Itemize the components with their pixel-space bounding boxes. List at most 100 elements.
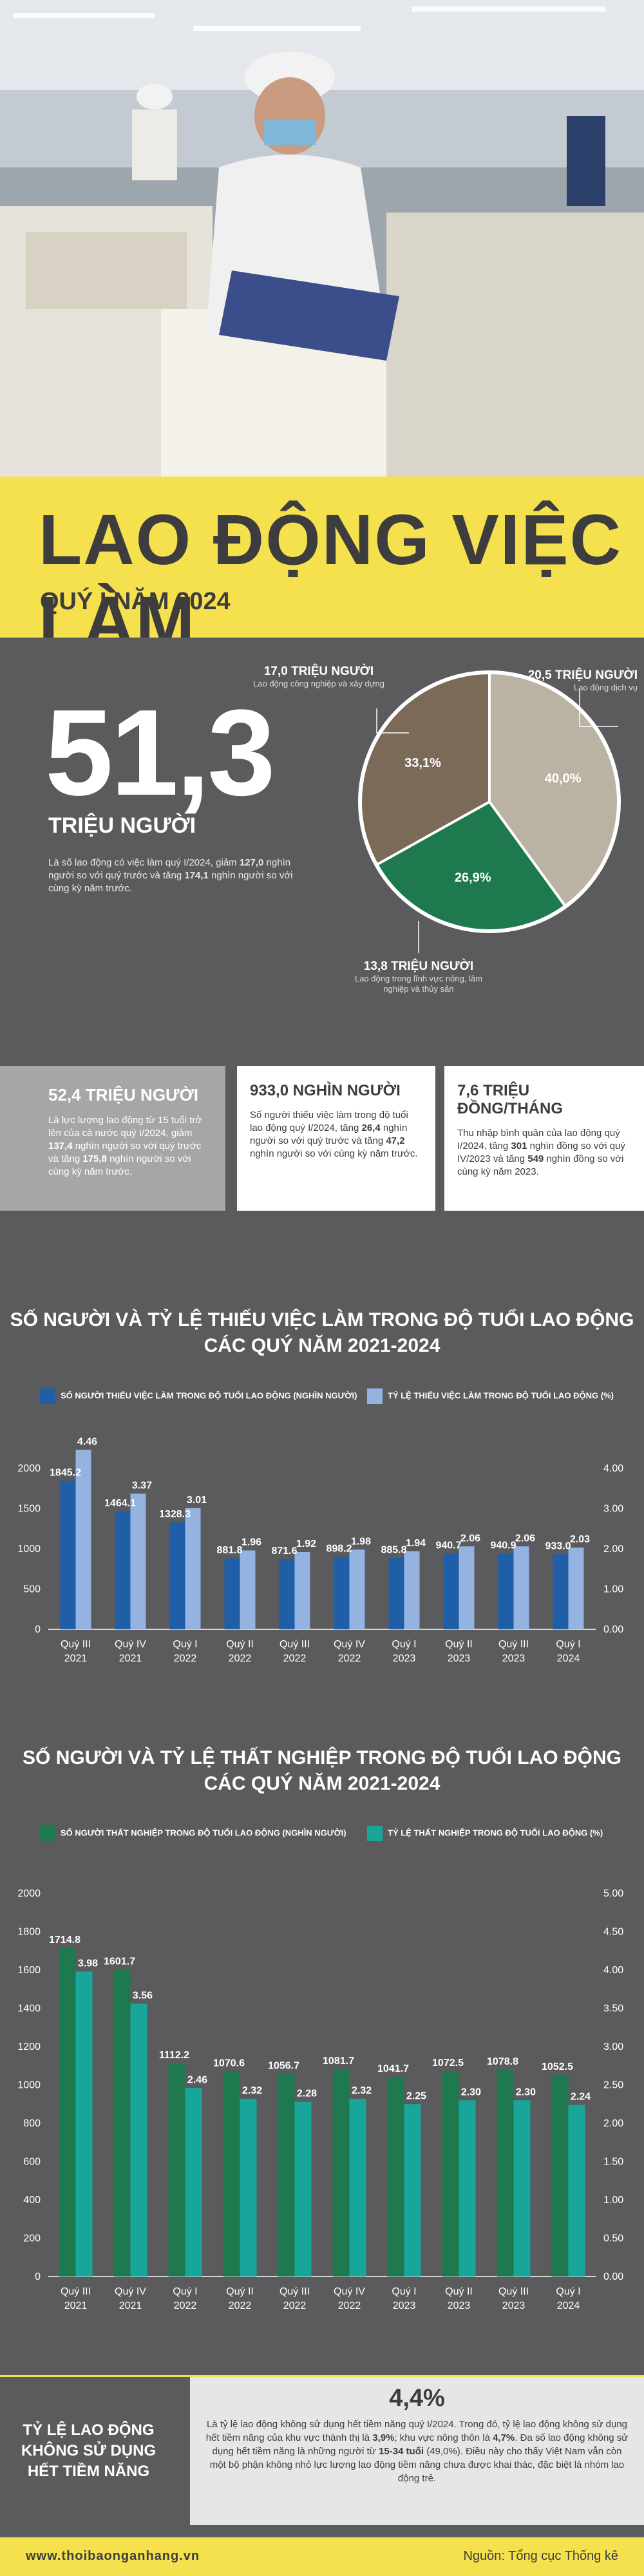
pie-pct-label: 33,1% [404,756,441,770]
card-text-part: nghìn người so với cùng kỳ năm trước. [250,1148,418,1159]
card-bold-part: 137,4 [48,1141,73,1151]
bar-count-label: 1070.6 [213,2058,245,2069]
bar-rate-label: 2.03 [570,1534,590,1545]
card-income-text: Thu nhập bình quân của lao động quý I/20… [457,1127,631,1179]
divider [0,2375,644,2377]
bar-rate [130,2003,147,2277]
bar-count-label: 898.2 [326,1544,352,1555]
x-tick-label: 2023 [448,2300,471,2311]
bar-rate [349,2098,366,2277]
bar-rate-label: 2.06 [460,1533,480,1544]
y-left-tick: 1500 [17,1504,41,1515]
bar-count [278,2074,295,2277]
bar-rate-label: 2.32 [352,2085,372,2096]
card-labor-force-title: 52,4 TRIỆU NGƯỜI [48,1085,199,1104]
page-subtitle: QUÝ I NĂM 2024 [40,588,231,615]
bar-count-label: 933.0 [545,1540,571,1551]
card-bold-part: 47,2 [386,1135,405,1146]
x-tick-label: Quý IV [334,1639,365,1650]
bar-count [169,1522,185,1629]
desc-bold-2: 174,1 [184,870,209,881]
legend-swatch [40,1826,55,1841]
x-tick-label: 2022 [338,1653,361,1664]
card-text-part: Thu nhập bình quân của lao động quý I/20… [457,1128,620,1151]
desc-bold-1: 127,0 [239,857,264,868]
bar-count-label: 871.6 [271,1546,297,1557]
pie-pct-label: 40,0% [545,772,582,786]
x-tick-label: Quý II [226,1639,254,1650]
y-right-tick: 0.50 [603,2233,623,2244]
x-tick-label: Quý IV [115,2286,146,2297]
pie-pct-label: 26,9% [455,871,491,885]
legend-swatch [367,1388,383,1404]
bar-rate-label: 1.94 [406,1538,426,1549]
x-tick-label: 2023 [502,1653,526,1664]
y-right-tick: 4.00 [603,1463,623,1474]
card-labor-force: 52,4 TRIỆU NGƯỜI Là lực lượng lao động t… [0,1066,225,1211]
employed-count-unit: TRIỆU NGƯỜI [48,813,196,838]
bar-count [115,1511,131,1629]
bar-rate-label: 3.98 [78,1958,98,1969]
employed-description: Là số lao động có việc làm quý I/2024, g… [48,857,293,895]
x-tick-label: Quý I [556,2286,580,2297]
footer-website-link[interactable]: www.thoibaonganhang.vn [26,2549,200,2563]
card-labor-force-text: Là lực lượng lao động từ 15 tuổi trở lên… [48,1114,206,1179]
bar-count-label: 1056.7 [268,2061,299,2072]
bar-count-label: 940.9 [490,1540,516,1551]
bar-count-label: 1714.8 [49,1935,80,1946]
bar-rate [130,1493,146,1629]
x-tick-label: Quý III [498,1639,529,1650]
card-bold-part: 175,8 [82,1153,107,1164]
x-tick-label: 2022 [174,1653,197,1664]
pie-label-services-sub: Lao động dịch vụ [573,683,638,692]
bar-count [387,2077,404,2277]
chart2-title-line1: SỐ NGƯỜI VÀ TỶ LỆ THẤT NGHIỆP TRONG ĐỘ T… [23,1747,621,1768]
chart1-section [0,1246,644,1710]
x-tick-label: 2023 [448,1653,471,1664]
chart2-legend-left: SỐ NGƯỜI THẤT NGHIỆP TRONG ĐỘ TUỔI LAO Đ… [40,1826,346,1841]
bar-rate [294,1552,310,1629]
pie-slice [488,671,620,908]
untapped-label-line2: KHÔNG SỬ DỤNG [21,2442,156,2459]
untapped-text-part: (49,0%). Điều này cho thấy Việt Nam vẫn … [209,2446,625,2484]
y-right-tick: 2.50 [603,2080,623,2091]
bar-count-label: 881.8 [216,1545,242,1556]
bar-rate-label: 2.32 [242,2085,262,2096]
x-tick-label: 2024 [557,1653,580,1664]
legend-swatch [40,1388,55,1404]
bar-count [498,1553,514,1629]
x-tick-label: 2022 [174,2300,197,2311]
untapped-text-part: ; khu vực nông thôn là [394,2432,493,2443]
legend-swatch [367,1826,383,1841]
bar-rate-label: 2.30 [516,2087,536,2098]
chart1-legend-right: TỶ LỆ THIẾU VIỆC LÀM TRONG ĐỘ TUỔI LAO Đ… [367,1388,614,1404]
x-tick-label: 2022 [283,1653,307,1664]
footer-source: Nguồn: Tổng cục Thống kê [463,2549,618,2563]
pie-label-agri-head: 13,8 TRIỆU NGƯỜI [363,960,474,973]
bar-rate-label: 2.30 [461,2087,481,2098]
chart2-svg: 0 200 400 600 800 1000 1200 1400 1600 1800 2000 0.0… [17,1888,623,2311]
untapped-label-line3: HẾT TIỀM NĂNG [27,2463,150,2480]
pie-label-agri-sub: Lao động trong lĩnh vực nông, lâm nghiệp… [354,974,483,994]
bar-rate [404,1551,420,1629]
pie-leader-line [376,708,409,734]
y-right-tick: 3.50 [603,2003,623,2014]
bar-rate [568,1548,584,1629]
y-left-tick: 1800 [17,1927,41,1938]
desc-text-1: Là số lao động có việc làm quý I/2024, g… [48,857,240,868]
card-text-part: nghìn đồng so với quý IV/2023 và tăng [457,1141,625,1164]
y-right-tick: 1.50 [603,2157,623,2168]
bar-count-label: 1464.1 [104,1498,136,1509]
x-tick-label: 2021 [64,2300,88,2311]
footer [0,2537,644,2576]
bar-count-label: 885.8 [381,1544,406,1555]
y-left-tick: 1200 [17,2041,41,2052]
x-tick-label: Quý III [498,2286,529,2297]
bar-count [113,1969,131,2277]
bar-count-label: 940.7 [435,1540,461,1551]
y-right-tick: 4.50 [603,1927,623,1938]
card-bold-part: 549 [527,1153,544,1164]
x-tick-label: Quý III [61,1639,91,1650]
x-tick-label: Quý IV [115,1639,146,1650]
sector-pie-chart: 40,0% 26,9% 33,1% [358,670,621,953]
